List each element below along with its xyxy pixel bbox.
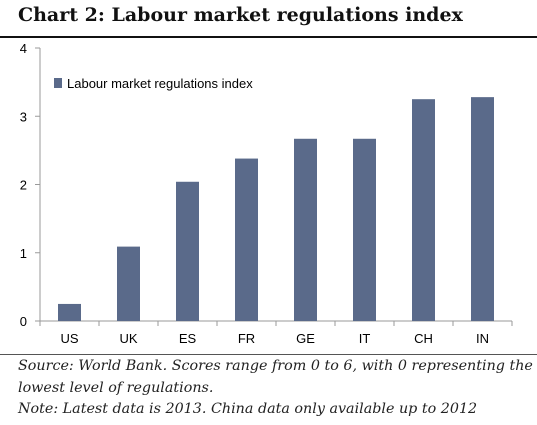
x-tick-label: GE: [296, 331, 315, 346]
bar-uk: [117, 246, 140, 321]
y-tick-label: 2: [20, 178, 27, 193]
bar-it: [353, 138, 376, 321]
x-tick-label: IN: [476, 331, 489, 346]
chart-legend: Labour market regulations index: [54, 76, 253, 91]
x-tick-label: CH: [414, 331, 433, 346]
title-rule: [0, 36, 537, 38]
x-tick-label: US: [60, 331, 78, 346]
y-tick-label: 1: [20, 246, 27, 261]
y-tick-label: 0: [20, 314, 27, 329]
x-tick-label: ES: [179, 331, 197, 346]
legend-label: Labour market regulations index: [67, 76, 253, 91]
data-note: Note: Latest data is 2013. China data on…: [18, 401, 478, 417]
bar-in: [471, 97, 494, 321]
chart-title: Chart 2: Labour market regulations index: [18, 4, 463, 26]
notes-rule: [0, 354, 537, 355]
bar-us: [58, 303, 81, 321]
legend-swatch: [54, 78, 62, 88]
x-tick-label: UK: [119, 331, 137, 346]
bar-ch: [412, 99, 435, 321]
x-tick-label: FR: [238, 331, 255, 346]
x-tick-label: IT: [359, 331, 371, 346]
chart-bars: [58, 97, 494, 321]
chart-tick-labels: 0 1 2 3 4 US UK ES FR GE IT CH IN: [20, 41, 489, 346]
bar-ge: [294, 138, 317, 321]
bar-fr: [235, 158, 258, 321]
bar-es: [176, 181, 199, 321]
source-note: Source: World Bank. Scores range from 0 …: [18, 358, 533, 396]
y-tick-label: 3: [20, 109, 27, 124]
bar-chart: 0 1 2 3 4 US UK ES FR GE IT CH IN Labour market regu…: [20, 41, 513, 346]
chart-notes: Source: World Bank. Scores range from 0 …: [18, 356, 534, 421]
y-tick-label: 4: [20, 41, 27, 56]
